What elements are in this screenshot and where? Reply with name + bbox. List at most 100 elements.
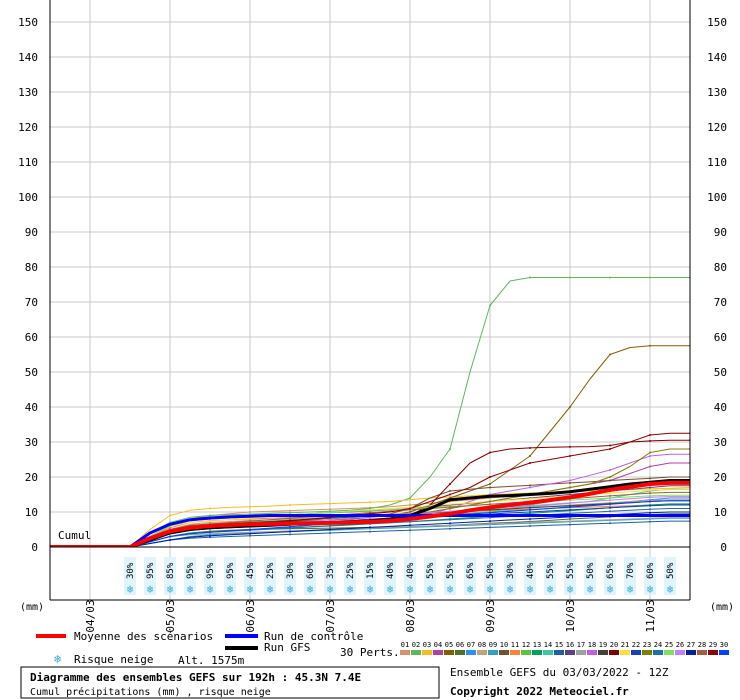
perturbation-point	[529, 446, 531, 449]
perturbation-point	[609, 476, 611, 478]
perturbation-point	[449, 507, 451, 510]
ytick-right-label: 80	[714, 261, 727, 274]
snowflake-icon: ❄	[427, 583, 434, 596]
perturbation-point	[369, 526, 371, 529]
ytick-left-label: 120	[18, 121, 38, 134]
perturbation-point	[649, 465, 651, 468]
legend-pert-swatch	[620, 650, 630, 655]
perturbation-point	[649, 520, 651, 523]
legend-pert-number: 28	[698, 641, 706, 649]
legend-pert-number: 20	[610, 641, 618, 649]
perturbation-point	[169, 526, 171, 529]
legend-pert-swatch	[565, 650, 575, 655]
perturbation-point	[609, 469, 611, 471]
perturbation-point	[249, 534, 251, 537]
ytick-left-label: 40	[25, 401, 38, 414]
snow-risk-bar	[544, 557, 556, 595]
perturbation-point	[489, 483, 491, 485]
perturbation-point	[329, 518, 331, 521]
perturbation-point	[609, 497, 611, 499]
ensemble-run-label: Ensemble GEFS du 03/03/2022 - 12Z	[450, 666, 669, 679]
legend-pert-swatch	[532, 650, 542, 655]
snow-risk-pct: 25%	[346, 562, 356, 579]
ytick-right-label: 90	[714, 226, 727, 239]
perturbation-point	[569, 499, 571, 502]
snowflake-icon: ❄	[387, 583, 394, 596]
snow-risk-bar	[504, 557, 516, 595]
perturbation-point	[329, 532, 331, 534]
snowflake-icon: ❄	[407, 583, 414, 596]
y-unit-left: (mm)	[20, 602, 44, 613]
perturbation-point	[649, 434, 651, 436]
day-tick-label: 06/03	[244, 599, 257, 632]
legend-pert-number: 30	[720, 641, 728, 649]
ytick-left-label: 90	[25, 226, 38, 239]
perturbation-point	[409, 508, 411, 511]
perturbation-point	[649, 517, 651, 520]
perturbation-point	[649, 494, 651, 497]
ytick-left-label: 0	[31, 541, 38, 554]
perturbation-point	[409, 498, 411, 501]
perturbation-point	[489, 486, 491, 489]
legend-pert-number: 26	[676, 641, 684, 649]
perturbation-point	[569, 501, 571, 504]
ytick-right-label: 150	[707, 16, 727, 29]
ytick-left-label: 110	[18, 156, 38, 169]
snowflake-icon: ❄	[207, 583, 214, 596]
title-box	[20, 666, 440, 699]
legend-pert-number: 14	[544, 641, 552, 649]
snow-risk-bar	[264, 557, 276, 595]
perturbation-point	[329, 528, 331, 531]
snow-risk-pct: 50%	[486, 562, 496, 579]
ytick-left-label: 50	[25, 366, 38, 379]
perturbation-point	[209, 531, 211, 534]
perturbation-point	[449, 518, 451, 521]
ytick-left-label: 100	[18, 191, 38, 204]
snow-risk-pct: 40%	[526, 562, 536, 579]
perturbation-point	[529, 462, 531, 464]
perturbation-point	[649, 487, 651, 490]
ytick-right-label: 30	[714, 436, 727, 449]
ytick-left-label: 130	[18, 86, 38, 99]
perturbation-point	[289, 530, 291, 533]
perturbation-point	[529, 497, 531, 500]
perturbation-point	[489, 451, 491, 454]
perturbation-point	[169, 539, 171, 541]
perturbation-point	[649, 500, 651, 503]
ytick-right-label: 100	[707, 191, 727, 204]
perturbation-point	[409, 511, 411, 513]
perturbation-point	[449, 448, 451, 450]
snow-risk-pct: 40%	[386, 562, 396, 579]
perturbation-point	[649, 439, 651, 442]
day-tick-label: 11/03	[644, 599, 657, 632]
perturbation-point	[369, 507, 371, 510]
perturbation-point	[569, 445, 571, 448]
snow-risk-pct: 55%	[546, 562, 556, 579]
perturbation-point	[449, 524, 451, 527]
perturbation-point	[289, 525, 291, 528]
legend-pert-swatch	[400, 650, 410, 655]
snow-risk-pct: 50%	[586, 562, 596, 579]
snowflake-icon: ❄	[467, 583, 474, 596]
perturbation-point	[529, 484, 531, 487]
snow-risk-bar	[584, 557, 596, 595]
perturbation-point	[449, 527, 451, 530]
perturbation-point	[249, 513, 251, 516]
perturbation-point	[249, 517, 251, 520]
cumul-label: Cumul	[58, 529, 91, 542]
legend-pert-number: 03	[423, 641, 431, 649]
snow-risk-bar	[624, 557, 636, 595]
perturbation-point	[609, 494, 611, 497]
snow-risk-bar	[484, 557, 496, 595]
snow-risk-bar	[644, 557, 656, 595]
perturbation-point	[569, 486, 571, 489]
snow-risk-pct: 85%	[166, 562, 176, 579]
snowflake-icon: ❄	[607, 583, 614, 596]
snowflake-icon: ❄	[127, 583, 134, 596]
perturbation-point	[329, 511, 331, 514]
ytick-right-label: 70	[714, 296, 727, 309]
snow-risk-pct: 45%	[246, 562, 256, 579]
snow-risk-pct: 95%	[226, 562, 236, 579]
perturbation-point	[489, 520, 491, 523]
legend-pert-number: 08	[478, 641, 486, 649]
